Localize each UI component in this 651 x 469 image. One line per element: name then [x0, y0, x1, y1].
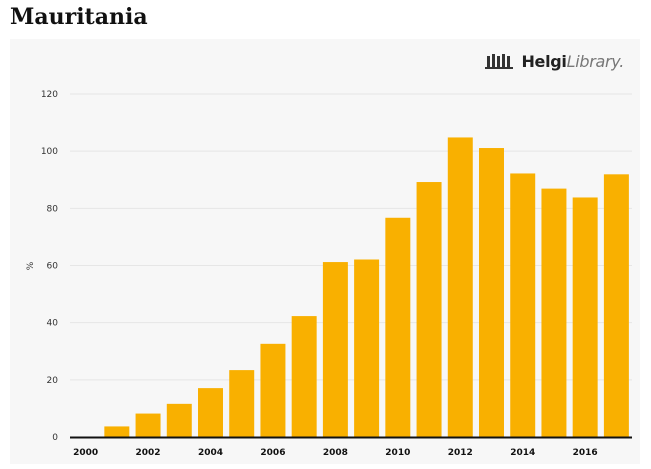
- y-axis-label: %: [26, 261, 36, 270]
- y-tick-label: 80: [47, 204, 59, 214]
- x-tick-label: 2012: [448, 448, 473, 458]
- bar-2001[interactable]: [104, 426, 130, 437]
- x-tick-label: 2016: [573, 448, 598, 458]
- bar-2010[interactable]: [385, 217, 411, 437]
- bar-2013[interactable]: [479, 148, 504, 437]
- page-title: Mauritania: [10, 4, 148, 30]
- bar-2007[interactable]: [291, 316, 317, 437]
- x-tick-label: 2006: [260, 448, 285, 458]
- helgi-library-logo[interactable]: Helgi Library.: [485, 51, 624, 71]
- y-axis-ticks: 0 20 40 60 80 100 120: [41, 90, 58, 443]
- bar-2002[interactable]: [135, 413, 161, 437]
- y-tick-label: 60: [47, 262, 59, 272]
- x-tick-label: 2004: [198, 448, 223, 458]
- bar-2003[interactable]: [166, 403, 192, 437]
- bar-2014[interactable]: [510, 173, 536, 437]
- x-tick-label: 2000: [73, 448, 98, 458]
- bar-2004[interactable]: [198, 388, 223, 437]
- y-tick-label: 0: [52, 433, 58, 443]
- bar-2015[interactable]: [541, 188, 567, 437]
- x-tick-label: 2010: [385, 448, 410, 458]
- bar-2011[interactable]: [416, 182, 442, 437]
- x-tick-label: 2002: [136, 448, 161, 458]
- gridlines: [70, 93, 632, 381]
- library-building-icon: [485, 54, 514, 69]
- x-tick-label: 2014: [510, 448, 535, 458]
- y-tick-label: 100: [41, 147, 58, 157]
- bars: [104, 137, 629, 438]
- bar-2006[interactable]: [260, 343, 286, 437]
- bar-2009[interactable]: [354, 259, 380, 437]
- x-tick-label: 2008: [323, 448, 348, 458]
- y-tick-label: 40: [47, 319, 59, 329]
- bar-2017[interactable]: [603, 174, 629, 438]
- bar-2012[interactable]: [447, 137, 473, 438]
- x-axis-ticks: 2000 2002 2004 2006 2008 2010 2012 2014 2016: [73, 448, 598, 458]
- y-tick-label: 120: [41, 90, 58, 100]
- brand-name-light: Library.: [566, 51, 625, 71]
- y-tick-label: 20: [47, 376, 59, 386]
- bar-2016[interactable]: [572, 197, 598, 437]
- bar-2005[interactable]: [229, 370, 255, 437]
- brand-name-bold: Helgi: [521, 51, 567, 71]
- bar-2008[interactable]: [322, 262, 348, 437]
